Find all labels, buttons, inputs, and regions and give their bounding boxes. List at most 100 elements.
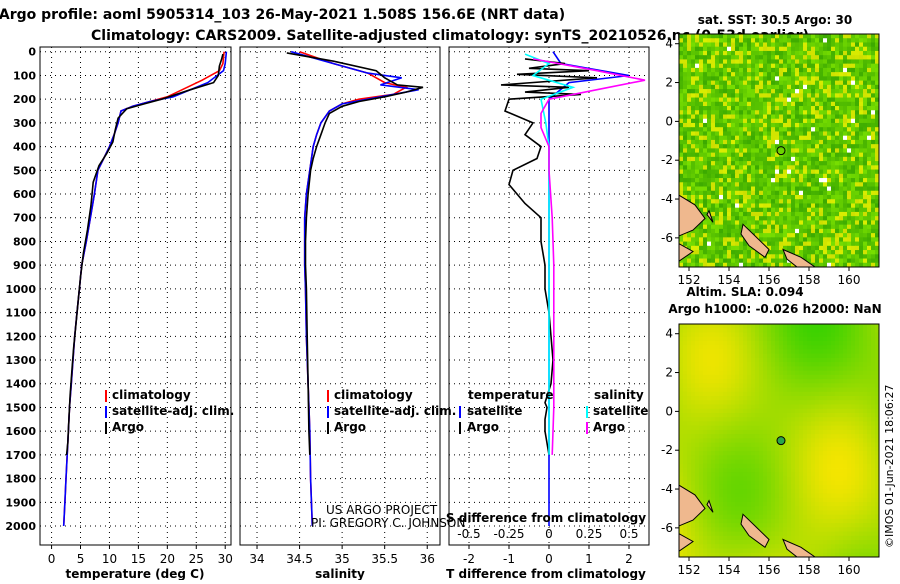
map-cell bbox=[763, 178, 767, 183]
map-cell bbox=[699, 144, 703, 149]
map-cell bbox=[763, 472, 767, 477]
map-cell bbox=[727, 237, 731, 242]
map-cell bbox=[703, 417, 707, 422]
map-cell bbox=[767, 409, 771, 414]
map-cell bbox=[699, 362, 703, 367]
map-cell bbox=[791, 165, 795, 170]
map-cell bbox=[827, 477, 831, 482]
map-cell bbox=[695, 64, 699, 69]
map-cell bbox=[715, 42, 719, 47]
map-cell bbox=[763, 136, 767, 141]
map-cell bbox=[779, 349, 783, 354]
x-tick-label: 0 bbox=[545, 552, 553, 566]
map-cell bbox=[771, 366, 775, 371]
map-cell bbox=[795, 233, 799, 238]
map-cell bbox=[763, 55, 767, 60]
map-cell bbox=[799, 324, 803, 329]
map-cell bbox=[791, 434, 795, 439]
map-cell bbox=[771, 119, 775, 124]
map-cell bbox=[851, 447, 855, 452]
map-cell bbox=[747, 383, 751, 388]
map-cell bbox=[727, 153, 731, 158]
map-cell bbox=[699, 127, 703, 132]
map-cell bbox=[779, 64, 783, 69]
map-cell bbox=[779, 161, 783, 166]
map-cell bbox=[771, 341, 775, 346]
map-cell bbox=[831, 144, 835, 149]
map-cell bbox=[783, 59, 787, 64]
map-cell bbox=[699, 324, 703, 329]
map-cell bbox=[755, 421, 759, 426]
map-cell bbox=[731, 233, 735, 238]
map-cell bbox=[735, 413, 739, 418]
map-cell bbox=[779, 417, 783, 422]
map-cell bbox=[871, 68, 875, 73]
map-cell bbox=[747, 332, 751, 337]
map-cell bbox=[739, 413, 743, 418]
map-cell bbox=[827, 426, 831, 431]
map-cell bbox=[783, 140, 787, 145]
map-cell bbox=[827, 98, 831, 103]
map-cell bbox=[815, 148, 819, 153]
map-cell bbox=[855, 242, 859, 247]
map-cell bbox=[831, 55, 835, 60]
map-cell bbox=[827, 144, 831, 149]
map-cell bbox=[759, 472, 763, 477]
map-cell bbox=[683, 237, 687, 242]
map-cell bbox=[791, 203, 795, 208]
map-cell bbox=[747, 460, 751, 465]
map-cell bbox=[823, 131, 827, 136]
map-cell bbox=[863, 404, 867, 409]
map-cell bbox=[695, 379, 699, 384]
map-cell bbox=[775, 220, 779, 225]
map-cell bbox=[679, 140, 683, 145]
map-cell bbox=[851, 468, 855, 473]
map-cell bbox=[711, 229, 715, 234]
map-cell bbox=[707, 421, 711, 426]
map-cell bbox=[715, 106, 719, 111]
map-cell bbox=[775, 76, 779, 81]
map-cell bbox=[855, 250, 859, 255]
map-cell bbox=[767, 212, 771, 217]
map-cell bbox=[735, 220, 739, 225]
map-cell bbox=[811, 153, 815, 158]
map-cell bbox=[727, 354, 731, 359]
map-cell bbox=[691, 421, 695, 426]
map-cell bbox=[679, 237, 683, 242]
map-cell bbox=[795, 178, 799, 183]
map-cell bbox=[779, 464, 783, 469]
map-cell bbox=[787, 485, 791, 490]
depth-tick-label: 1400 bbox=[5, 378, 36, 391]
map-cell bbox=[743, 136, 747, 141]
map-cell bbox=[819, 388, 823, 393]
map-cell bbox=[679, 119, 683, 124]
map-cell bbox=[759, 127, 763, 132]
map-cell bbox=[851, 148, 855, 153]
map-cell bbox=[779, 472, 783, 477]
map-cell bbox=[799, 212, 803, 217]
map-cell bbox=[683, 383, 687, 388]
map-cell bbox=[843, 170, 847, 175]
map-cell bbox=[763, 388, 767, 393]
map-cell bbox=[727, 485, 731, 490]
map-cell bbox=[759, 59, 763, 64]
legend-label-t-satellite: satellite bbox=[467, 404, 522, 418]
map-cell bbox=[855, 434, 859, 439]
map-cell bbox=[835, 324, 839, 329]
map-cell bbox=[763, 341, 767, 346]
map-cell bbox=[767, 455, 771, 460]
map-cell bbox=[835, 451, 839, 456]
map-cell bbox=[691, 481, 695, 486]
map-cell bbox=[739, 237, 743, 242]
map-cell bbox=[707, 409, 711, 414]
map-cell bbox=[707, 328, 711, 333]
map-cell bbox=[799, 392, 803, 397]
map-cell bbox=[807, 72, 811, 77]
map-cell bbox=[711, 47, 715, 52]
map-cell bbox=[771, 89, 775, 94]
map-cell bbox=[855, 187, 859, 192]
map-cell bbox=[787, 341, 791, 346]
map-cell bbox=[839, 187, 843, 192]
map-cell bbox=[799, 489, 803, 494]
map-cell bbox=[679, 375, 683, 380]
